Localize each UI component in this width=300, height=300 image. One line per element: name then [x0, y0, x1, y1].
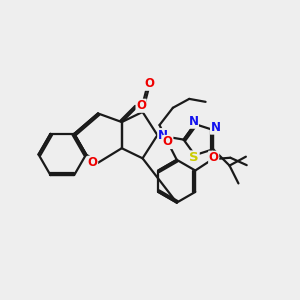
Text: N: N [158, 129, 168, 142]
Text: S: S [190, 151, 199, 164]
Text: N: N [211, 121, 220, 134]
Text: O: O [163, 136, 173, 148]
Text: O: O [136, 99, 146, 112]
Text: O: O [144, 77, 154, 90]
Text: O: O [88, 156, 98, 169]
Text: N: N [188, 115, 198, 128]
Text: O: O [209, 151, 219, 164]
